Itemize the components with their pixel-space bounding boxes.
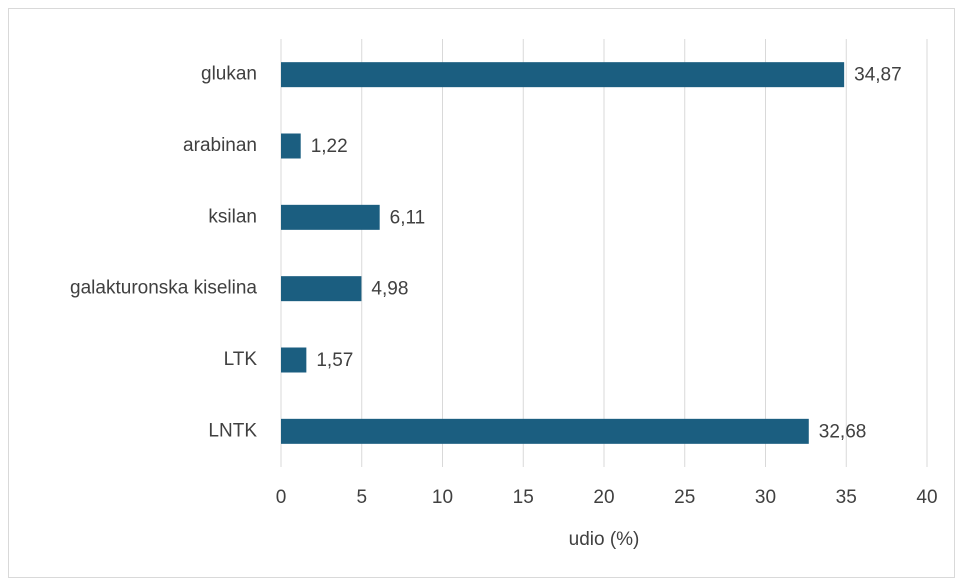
x-tick-label: 35	[836, 487, 857, 508]
y-tick-label: glukan	[201, 64, 257, 85]
bar	[281, 62, 845, 88]
x-axis-title: udio (%)	[569, 529, 640, 550]
x-tick-label: 25	[674, 487, 695, 508]
data-label: 34,87	[854, 65, 902, 86]
bar	[281, 204, 380, 230]
bar	[281, 418, 809, 444]
y-tick-label: ksilan	[208, 206, 257, 227]
bar	[281, 133, 301, 159]
data-label: 4,98	[371, 279, 408, 300]
x-tick-label: 5	[356, 487, 367, 508]
y-tick-label: galakturonska kiselina	[70, 278, 257, 299]
data-label: 32,68	[819, 421, 867, 442]
data-label: 1,57	[316, 350, 353, 371]
y-tick-label: LTK	[224, 349, 258, 370]
bar	[281, 276, 362, 302]
bar	[281, 347, 307, 373]
x-tick-label: 40	[916, 487, 937, 508]
x-tick-label: 15	[513, 487, 534, 508]
chart-frame	[8, 8, 955, 578]
y-tick-label: LNTK	[208, 420, 257, 441]
x-tick-label: 20	[593, 487, 614, 508]
data-label: 6,11	[390, 207, 426, 228]
data-label: 1,22	[311, 136, 348, 157]
x-tick-label: 0	[276, 487, 287, 508]
x-tick-label: 30	[755, 487, 776, 508]
y-tick-label: arabinan	[183, 135, 257, 156]
x-tick-label: 10	[432, 487, 453, 508]
